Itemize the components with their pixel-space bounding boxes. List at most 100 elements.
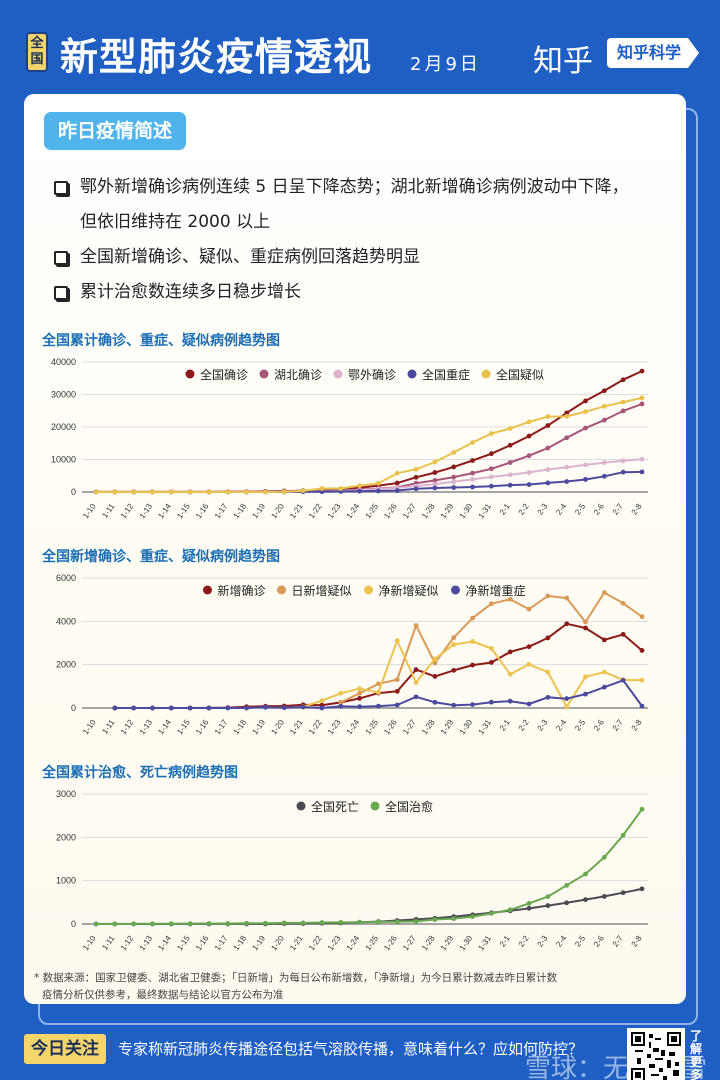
data-point bbox=[394, 480, 400, 486]
y-tick-label: 10000 bbox=[51, 455, 76, 465]
footnote: * 数据来源：国家卫健委、湖北省卫健委；「日新增」为每日公布新增数，「净新增」为… bbox=[34, 972, 558, 1001]
learn-more-link[interactable]: 了解更多 bbox=[690, 1029, 703, 1080]
data-point bbox=[187, 705, 193, 711]
data-point bbox=[112, 921, 118, 927]
data-point bbox=[545, 467, 551, 472]
data-point bbox=[526, 644, 532, 650]
x-tick-label: 1-15 bbox=[175, 502, 192, 521]
data-point bbox=[451, 479, 457, 485]
data-point bbox=[639, 456, 645, 462]
data-point bbox=[488, 660, 494, 665]
data-point bbox=[470, 615, 475, 621]
x-tick-label: 2-4 bbox=[554, 502, 568, 517]
legend-marker-icon bbox=[277, 585, 286, 595]
data-point bbox=[206, 921, 212, 926]
data-point bbox=[394, 688, 400, 694]
data-point bbox=[112, 489, 118, 495]
data-point bbox=[150, 921, 155, 927]
data-point bbox=[376, 480, 381, 486]
legend-label: 净新增重症 bbox=[466, 583, 526, 598]
data-point bbox=[150, 705, 155, 711]
checkbox-icon bbox=[54, 181, 68, 195]
legend-marker-icon bbox=[364, 585, 373, 595]
x-tick-label: 1-30 bbox=[458, 502, 475, 521]
data-point bbox=[507, 649, 513, 655]
checkbox-icon bbox=[54, 251, 68, 265]
data-point bbox=[168, 489, 174, 495]
data-point bbox=[564, 414, 570, 419]
x-tick-label: 1-18 bbox=[232, 502, 249, 521]
data-point bbox=[620, 399, 626, 405]
data-point bbox=[545, 894, 551, 900]
data-point bbox=[507, 671, 513, 677]
data-point bbox=[507, 482, 513, 488]
data-point bbox=[281, 705, 287, 711]
data-point bbox=[564, 410, 570, 416]
data-point bbox=[319, 698, 325, 704]
qr-code[interactable] bbox=[627, 1028, 685, 1080]
x-tick-label: 2-2 bbox=[517, 934, 531, 949]
data-point bbox=[526, 606, 532, 612]
data-point bbox=[300, 488, 306, 494]
data-point bbox=[620, 677, 626, 683]
x-tick-label: 2-1 bbox=[498, 934, 512, 949]
x-tick-label: 1-12 bbox=[119, 934, 136, 953]
data-point bbox=[488, 483, 494, 489]
data-point bbox=[526, 901, 532, 906]
legend-marker-icon bbox=[481, 369, 491, 379]
data-point bbox=[432, 481, 438, 487]
data-point bbox=[187, 489, 193, 495]
x-tick-label: 1-25 bbox=[363, 718, 380, 737]
data-point bbox=[545, 635, 551, 641]
data-point bbox=[376, 703, 381, 709]
data-point bbox=[470, 662, 475, 668]
data-point bbox=[601, 669, 607, 675]
legend-marker-icon bbox=[185, 369, 195, 379]
x-tick-label: 1-19 bbox=[251, 718, 268, 737]
data-point bbox=[244, 705, 250, 711]
data-point bbox=[225, 921, 231, 926]
legend-marker-icon bbox=[407, 369, 417, 379]
x-tick-label: 1-27 bbox=[401, 934, 418, 953]
data-point bbox=[601, 417, 607, 423]
x-tick-label: 1-14 bbox=[156, 718, 173, 737]
data-point bbox=[526, 419, 532, 425]
data-point bbox=[545, 445, 551, 451]
x-tick-label: 1-22 bbox=[307, 718, 324, 737]
data-point bbox=[470, 476, 475, 482]
data-point bbox=[357, 704, 362, 710]
data-point bbox=[601, 388, 607, 394]
x-tick-label: 2-5 bbox=[573, 718, 587, 733]
y-tick-label: 3000 bbox=[56, 789, 76, 799]
data-point bbox=[432, 485, 438, 491]
data-point bbox=[488, 451, 494, 457]
x-tick-label: 1-26 bbox=[382, 718, 399, 737]
x-tick-label: 2-1 bbox=[498, 502, 512, 517]
x-tick-label: 1-19 bbox=[251, 502, 268, 521]
y-tick-label: 4000 bbox=[56, 616, 76, 626]
x-tick-label: 2-2 bbox=[517, 718, 531, 733]
x-tick-label: 1-16 bbox=[194, 502, 211, 521]
x-tick-label: 1-26 bbox=[382, 934, 399, 953]
qr-code-icon bbox=[631, 1032, 681, 1080]
data-point bbox=[564, 435, 570, 441]
data-point bbox=[639, 886, 645, 892]
data-point bbox=[413, 680, 419, 685]
data-point bbox=[583, 674, 588, 680]
data-point bbox=[526, 433, 532, 439]
data-point bbox=[564, 621, 570, 627]
x-tick-label: 2-8 bbox=[630, 502, 644, 517]
data-point bbox=[357, 695, 362, 701]
today-focus-link[interactable]: 专家称新冠肺炎传播途径包括气溶胶传播，意味着什么？应如何防控？ bbox=[118, 1040, 584, 1058]
data-point bbox=[338, 700, 344, 705]
data-point bbox=[583, 425, 588, 431]
today-focus-tag: 今日关注 bbox=[24, 1034, 106, 1064]
chart-recovered-deaths: 全国累计治愈、死亡病例趋势图 0 1000 2000 3000 1-10 1-11 1-12… bbox=[42, 762, 672, 962]
data-point bbox=[319, 486, 325, 491]
data-point bbox=[564, 464, 570, 470]
data-point bbox=[507, 460, 513, 465]
data-point bbox=[564, 900, 570, 906]
data-point bbox=[168, 705, 174, 711]
x-tick-label: 1-24 bbox=[345, 502, 362, 521]
